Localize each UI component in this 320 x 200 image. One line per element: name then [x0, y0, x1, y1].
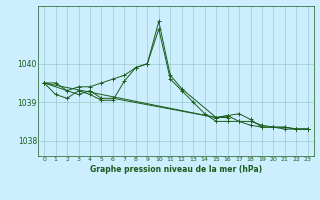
X-axis label: Graphe pression niveau de la mer (hPa): Graphe pression niveau de la mer (hPa): [90, 165, 262, 174]
